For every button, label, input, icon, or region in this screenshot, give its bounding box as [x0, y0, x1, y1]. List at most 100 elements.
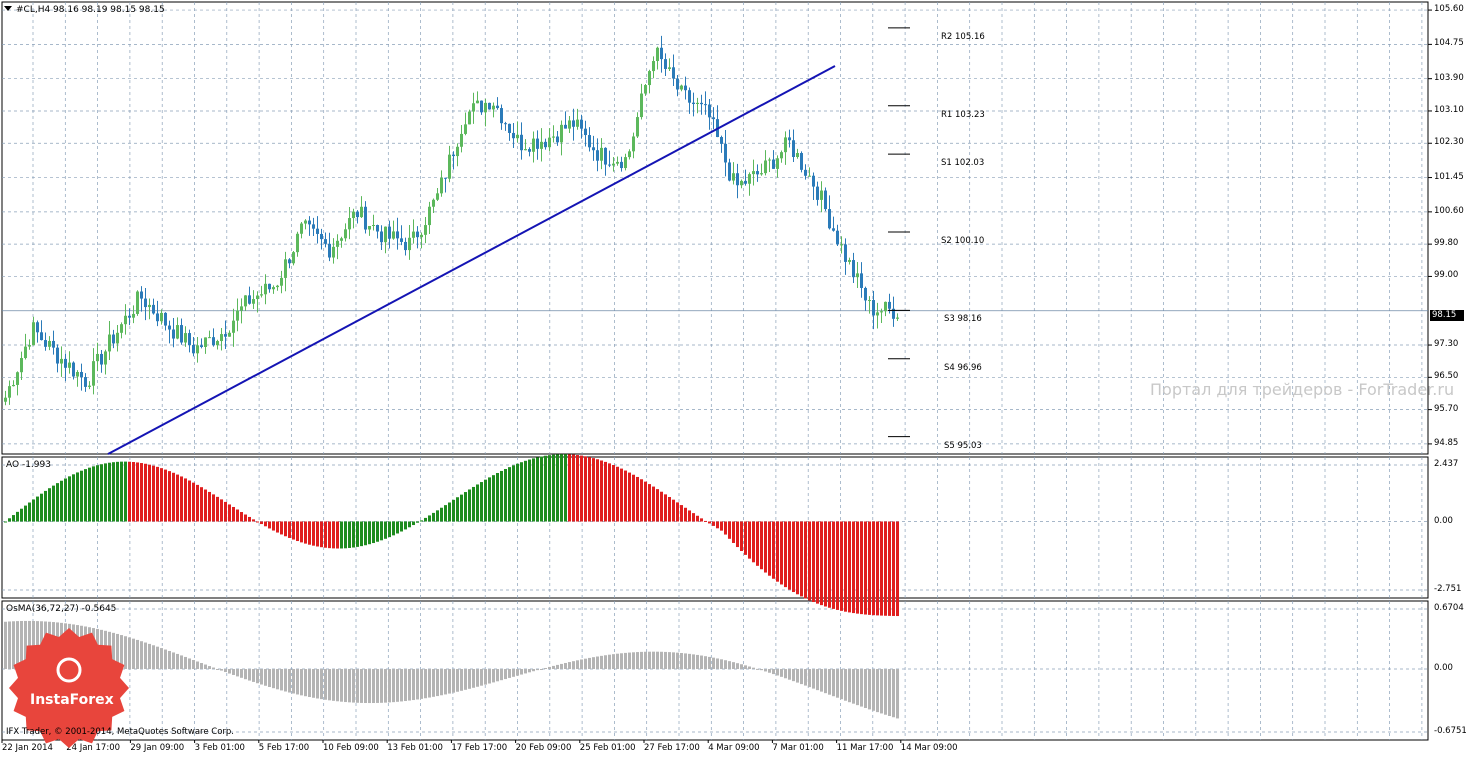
ao-bar: [796, 521, 799, 595]
osma-bar: [828, 669, 831, 695]
osma-bar: [376, 669, 379, 703]
candle: [404, 237, 407, 256]
candle: [656, 46, 659, 70]
ao-bar: [448, 502, 451, 522]
osma-bar: [620, 653, 623, 669]
candle: [252, 290, 255, 309]
ao-bar: [636, 476, 639, 522]
candle: [220, 327, 223, 351]
osma-bar: [460, 669, 463, 691]
candle: [752, 159, 755, 186]
candle: [68, 351, 71, 374]
candle: [4, 390, 7, 406]
ao-bar: [316, 521, 319, 547]
ao-bar: [752, 521, 755, 563]
candle: [784, 131, 787, 165]
osma-bar: [784, 669, 787, 679]
osma-bar: [596, 656, 599, 669]
osma-bar: [584, 658, 587, 669]
instaforex-logo-icon: [9, 628, 129, 748]
candle: [48, 336, 51, 351]
candle: [484, 98, 487, 127]
price-axis-label: 105.60: [1434, 4, 1464, 15]
candle: [256, 291, 259, 313]
symbol-info: #CL,H4 98.16 98.19 98.15 98.15: [16, 5, 165, 15]
candle: [300, 221, 303, 239]
osma-bar: [464, 669, 467, 690]
osma-bar: [548, 666, 551, 669]
price-axis-label: 104.75: [1434, 38, 1464, 49]
osma-bar: [264, 669, 267, 686]
osma-bar: [628, 652, 631, 669]
ao-bar: [532, 458, 535, 522]
osma-bar: [476, 669, 479, 687]
candle: [228, 330, 231, 337]
osma-bar: [624, 652, 627, 669]
candle: [184, 326, 187, 347]
osma-bar: [516, 669, 519, 676]
ao-histogram: [4, 454, 899, 617]
osma-bar: [32, 621, 35, 669]
ao-bar: [156, 466, 159, 522]
chart-menu-arrow-icon[interactable]: [4, 6, 12, 11]
ao-bar: [856, 521, 859, 614]
candle: [896, 313, 899, 322]
osma-bar: [880, 669, 883, 714]
candle: [460, 124, 463, 153]
osma-bar: [260, 669, 263, 685]
candle: [720, 135, 723, 153]
date-axis-label: 10 Feb 09:00: [323, 743, 379, 753]
ao-bar: [468, 489, 471, 522]
ao-bar: [840, 521, 843, 611]
ao-bar: [184, 478, 187, 522]
ao-bar: [456, 497, 459, 522]
osma-bar: [144, 642, 147, 669]
ao-bar: [360, 521, 363, 547]
date-axis-label: 3 Feb 01:00: [194, 743, 245, 753]
osma-bar: [364, 669, 367, 704]
date-axis-label: 13 Feb 01:00: [387, 743, 443, 753]
osma-bar: [492, 669, 495, 683]
candle: [768, 157, 771, 173]
osma-bar: [304, 669, 307, 697]
candle: [296, 231, 299, 257]
osma-bar: [420, 669, 423, 699]
candle: [272, 285, 275, 294]
ao-bar: [356, 521, 359, 547]
ao-bar: [400, 521, 403, 532]
osma-bar: [484, 669, 487, 685]
ao-bar: [748, 521, 751, 559]
candle: [820, 181, 823, 213]
osma-bar: [792, 669, 795, 682]
candle: [620, 156, 623, 172]
candle: [384, 226, 387, 254]
osma-bar: [888, 669, 891, 717]
ao-bar: [520, 462, 523, 522]
candle: [396, 217, 399, 250]
osma-bar: [588, 657, 591, 669]
ao-bar: [244, 514, 247, 522]
candle: [408, 224, 411, 260]
candle: [52, 330, 55, 355]
ao-bar: [104, 463, 107, 522]
date-axis-label: 7 Mar 01:00: [772, 743, 824, 753]
ao-bar: [276, 521, 279, 533]
osma-bar: [868, 669, 871, 710]
ao-bar: [540, 456, 543, 522]
osma-bar: [240, 669, 243, 678]
ao-bar: [700, 518, 703, 522]
osma-bar: [272, 669, 275, 689]
candle: [748, 172, 751, 196]
candle: [668, 58, 671, 72]
ao-bar: [872, 521, 875, 616]
candle: [860, 262, 863, 298]
osma-bar: [864, 669, 867, 708]
candle: [264, 274, 267, 305]
ao-bar: [364, 521, 367, 546]
date-axis-label: 29 Jan 09:00: [130, 743, 185, 753]
ao-bar: [616, 466, 619, 522]
candle: [588, 127, 591, 152]
osma-bar: [804, 669, 807, 686]
candle: [88, 381, 91, 390]
